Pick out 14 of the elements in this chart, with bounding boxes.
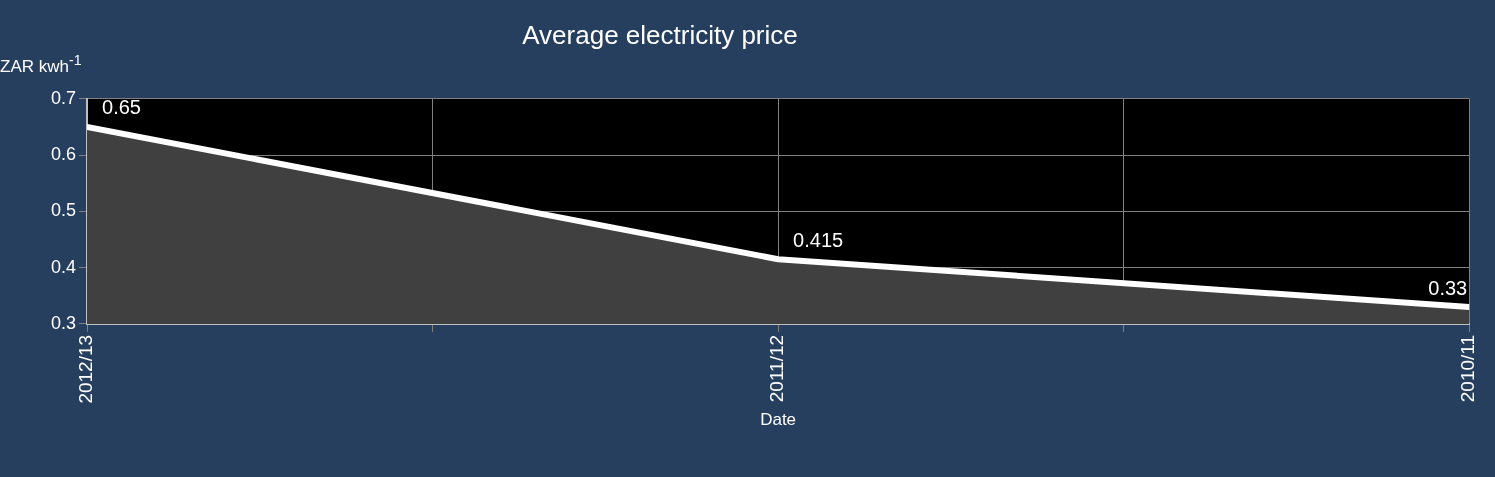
data-label: 0.65 [102,96,141,119]
x-tick-label: 2010/11 [1457,334,1479,403]
x-axis-title: Date [760,410,797,430]
y-tick-label: 0.4 [50,256,77,277]
y-tick-label: 0.7 [50,87,77,108]
data-label: 0.415 [793,228,844,251]
y-tick-label: 0.3 [50,312,77,333]
data-label: 0.33 [1428,276,1468,299]
y-tick-label: 0.6 [50,144,77,165]
y-tick-label: 0.5 [50,200,77,221]
x-tick-label: 2012/13 [75,334,97,404]
y-axis-title: ZAR kwh$^{-1}$ [0,52,82,77]
chart-title: Average electricity price [521,20,799,51]
x-tick-label: 2011/12 [766,334,788,403]
